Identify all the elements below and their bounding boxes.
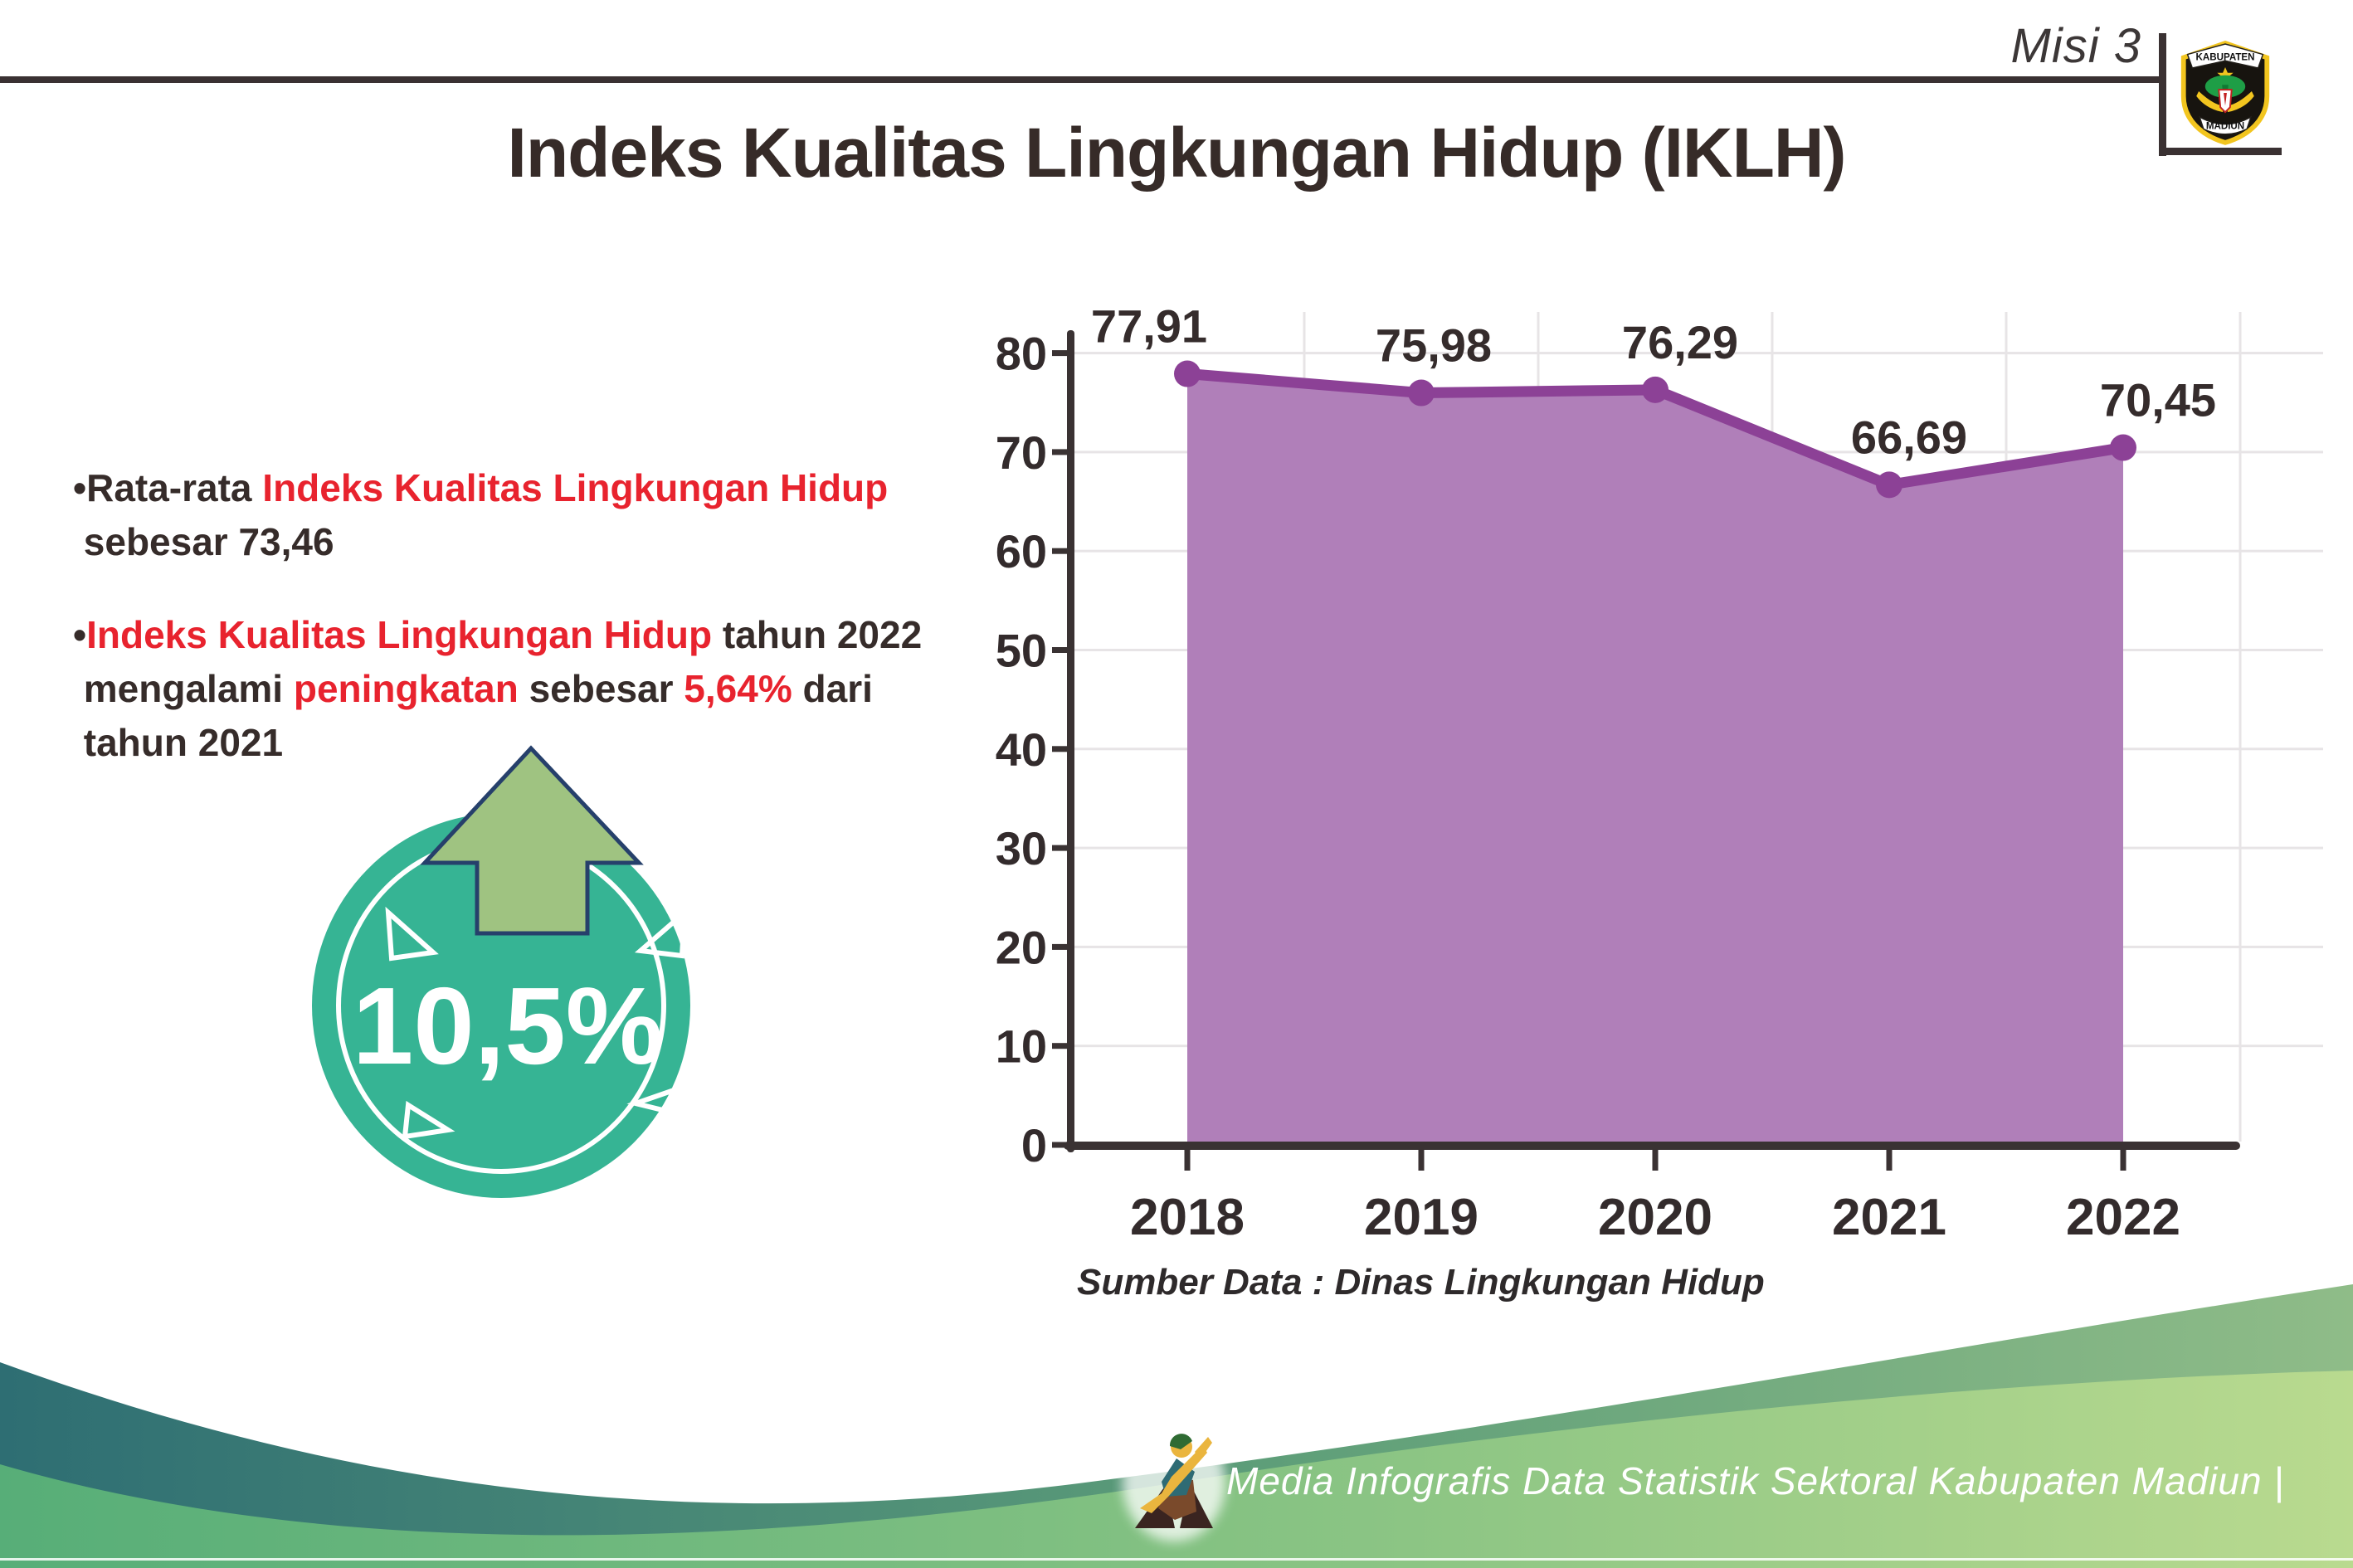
data-label: 77,91 xyxy=(1091,300,1207,353)
x-tick xyxy=(2120,1149,2126,1171)
y-tick-label: 50 xyxy=(996,625,1047,677)
h-gridline xyxy=(1070,352,2323,355)
y-tick xyxy=(1052,449,1070,455)
badge-value: 10,5% xyxy=(353,965,663,1087)
y-tick-label: 10 xyxy=(996,1020,1047,1073)
x-tick-label: 2021 xyxy=(1832,1189,1946,1246)
note-increase-2022: •Indeks Kualitas Lingkungan Hidup tahun … xyxy=(73,612,923,765)
badge-accent-triangle-se xyxy=(626,1084,682,1117)
note-average-iklh: •Rata-rata Indeks Kualitas Lingkungan Hi… xyxy=(73,466,889,564)
data-point xyxy=(1408,379,1435,407)
mascot-icon xyxy=(1123,1425,1225,1541)
logo-top-banner xyxy=(2186,43,2264,69)
logo-top-text: KABUPATEN xyxy=(2195,51,2254,62)
v-gridline xyxy=(2239,312,2242,1142)
logo-center-blade xyxy=(2224,92,2227,106)
logo-bottom-banner xyxy=(2198,115,2253,135)
area-fill xyxy=(1187,373,2123,1145)
logo-star-icon xyxy=(2217,67,2234,83)
summary-notes: •Rata-rata Indeks Kualitas Lingkungan Hi… xyxy=(73,461,1052,809)
data-point xyxy=(1876,471,1902,499)
y-tick xyxy=(1052,1043,1070,1049)
data-point xyxy=(1642,376,1669,403)
badge-accent-triangle-ne xyxy=(634,907,688,959)
badge-accent-triangle-nw xyxy=(385,906,439,962)
y-tick xyxy=(1052,845,1070,851)
y-tick-label: 20 xyxy=(996,921,1047,973)
mascot-cap xyxy=(1169,1434,1192,1449)
logo-left-wing-icon xyxy=(2196,91,2224,113)
y-tick-label: 40 xyxy=(996,723,1047,776)
y-tick xyxy=(1052,548,1070,554)
y-tick-label: 30 xyxy=(996,822,1047,874)
x-tick-label: 2022 xyxy=(2066,1189,2180,1246)
data-point xyxy=(1174,360,1201,387)
x-tick xyxy=(1418,1149,1425,1171)
up-arrow-icon xyxy=(420,745,644,936)
mascot-scarf-arm xyxy=(1140,1445,1207,1513)
y-tick-label: 0 xyxy=(1021,1119,1047,1171)
x-axis-line xyxy=(1064,1142,2240,1150)
chart-source-note: Sumber Data : Dinas Lingkungan Hidup xyxy=(1077,1262,1765,1303)
footer-hairline xyxy=(0,1558,2353,1561)
mission-label: Misi 3 xyxy=(2010,19,2141,73)
y-tick xyxy=(1052,1142,1070,1148)
logo-bottom-text: MADIUN xyxy=(2206,120,2244,131)
data-label: 70,45 xyxy=(2100,374,2216,426)
logo-bracket-horizontal xyxy=(2159,148,2282,155)
iklh-area-chart: 77,91 75,98 76,29 66,69 70,45 0 10 20 30 40 50 60 70… xyxy=(996,300,2323,1303)
x-tick xyxy=(1652,1149,1659,1171)
page-title: Indeks Kualitas Lingkungan Hidup (IKLH) xyxy=(507,114,1846,192)
x-tick-label: 2018 xyxy=(1130,1189,1245,1246)
y-tick-label: 80 xyxy=(996,328,1047,380)
kabupaten-madiun-logo: KABUPATEN MADIUN xyxy=(2180,40,2270,145)
footer-wave xyxy=(0,1284,2353,1568)
y-tick xyxy=(1052,350,1070,357)
logo-right-wing-icon xyxy=(2227,91,2254,113)
header-divider-line xyxy=(0,76,2161,83)
data-label: 66,69 xyxy=(1851,411,1967,463)
x-tick-label: 2019 xyxy=(1364,1189,1479,1246)
y-tick xyxy=(1052,943,1070,950)
data-label: 75,98 xyxy=(1376,319,1492,372)
y-tick xyxy=(1052,647,1070,653)
y-tick xyxy=(1052,746,1070,752)
logo-bracket-vertical xyxy=(2159,33,2166,156)
mascot-raised-arm xyxy=(1195,1437,1212,1460)
data-label: 76,29 xyxy=(1622,316,1738,368)
x-tick xyxy=(1886,1149,1893,1171)
footer-caption: Media Infografis Data Statistik Sektoral… xyxy=(1226,1459,2285,1502)
increase-badge: 10,5% xyxy=(312,745,690,1198)
badge-accent-triangle-sw xyxy=(402,1100,455,1140)
data-point xyxy=(2110,434,2136,461)
y-tick-label: 60 xyxy=(996,525,1047,577)
y-tick-label: 70 xyxy=(996,426,1047,479)
x-tick-label: 2020 xyxy=(1598,1189,1712,1246)
x-tick xyxy=(1184,1149,1191,1171)
footer-green-dome xyxy=(0,1371,2353,1568)
